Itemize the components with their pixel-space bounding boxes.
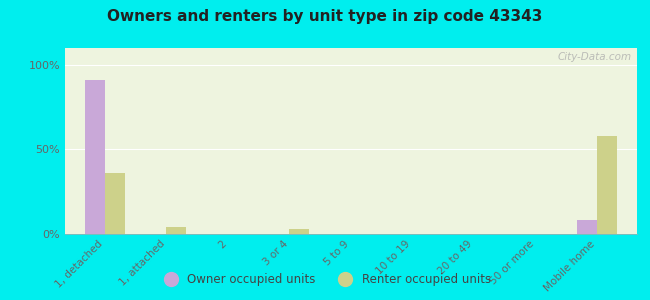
Text: City-Data.com: City-Data.com [557,52,631,62]
Text: Owners and renters by unit type in zip code 43343: Owners and renters by unit type in zip c… [107,9,543,24]
Bar [597,136,617,234]
Bar [85,80,105,234]
Bar [289,229,309,234]
Bar [577,220,597,234]
Legend: Owner occupied units, Renter occupied units: Owner occupied units, Renter occupied un… [154,269,496,291]
Bar [105,173,125,234]
Bar [166,227,186,234]
